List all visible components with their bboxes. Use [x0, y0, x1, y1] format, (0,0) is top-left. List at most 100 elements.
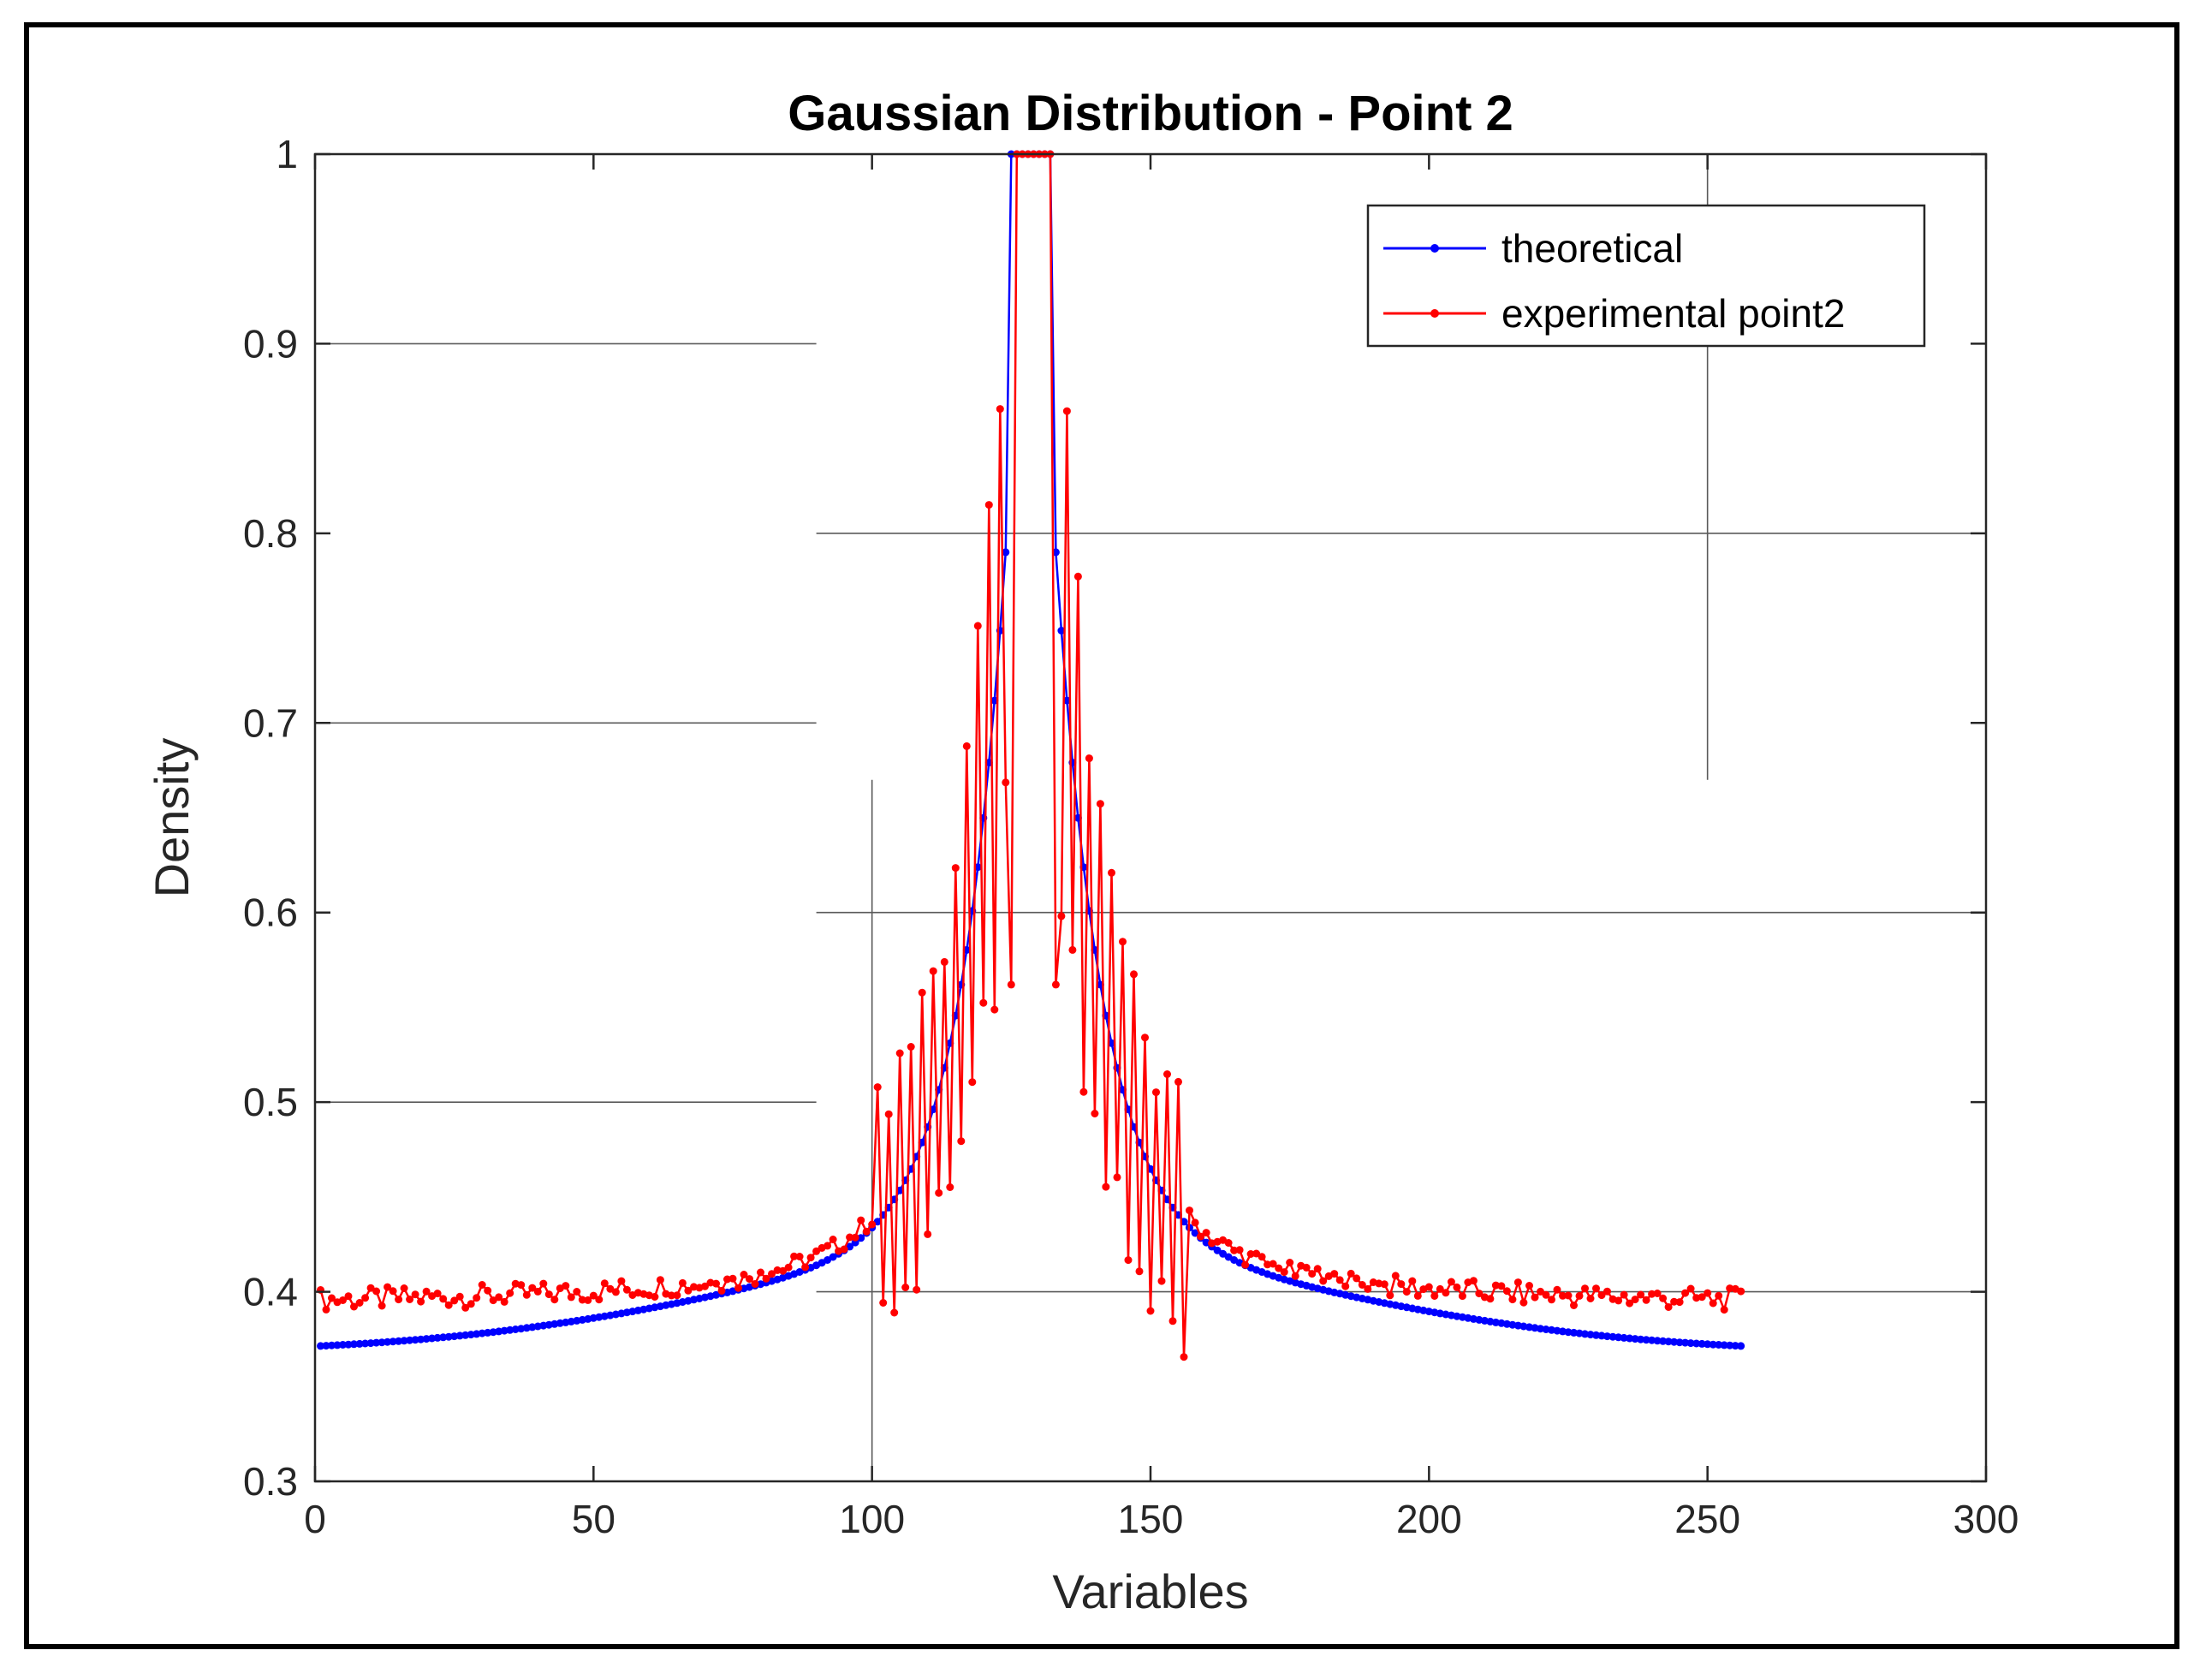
- series-point-1: [946, 1183, 954, 1191]
- series-point-0: [1592, 1331, 1600, 1339]
- series-point-1: [1057, 912, 1066, 920]
- series-point-1: [1670, 1297, 1679, 1306]
- series-point-0: [1519, 1322, 1528, 1331]
- series-point-0: [366, 1339, 375, 1348]
- series-point-1: [1475, 1290, 1484, 1298]
- series-point-0: [344, 1340, 353, 1349]
- series-point-1: [1570, 1302, 1578, 1309]
- series-point-1: [1085, 754, 1093, 763]
- series-point-1: [461, 1303, 470, 1312]
- series-point-1: [768, 1270, 776, 1278]
- series-point-0: [322, 1342, 330, 1350]
- series-point-1: [495, 1293, 503, 1302]
- series-point-1: [1447, 1278, 1455, 1286]
- series-point-1: [1186, 1206, 1193, 1215]
- series-point-1: [389, 1287, 397, 1296]
- series-point-1: [1102, 1183, 1110, 1191]
- series-point-0: [1642, 1336, 1650, 1344]
- series-point-1: [890, 1308, 899, 1317]
- series-point-1: [973, 622, 982, 630]
- series-point-1: [979, 998, 988, 1007]
- series-point-1: [734, 1284, 742, 1292]
- series-point-1: [1681, 1289, 1690, 1297]
- series-point-1: [1704, 1289, 1712, 1297]
- series-point-1: [779, 1266, 788, 1275]
- series-point-1: [1548, 1296, 1555, 1304]
- series-point-1: [790, 1252, 799, 1260]
- series-point-1: [595, 1296, 604, 1304]
- series-point-1: [1241, 1260, 1250, 1269]
- series-point-1: [517, 1281, 526, 1290]
- series-point-1: [901, 1284, 910, 1291]
- series-point-1: [573, 1288, 581, 1296]
- series-point-1: [656, 1276, 664, 1284]
- series-point-1: [1542, 1290, 1550, 1299]
- series-point-1: [567, 1293, 575, 1302]
- y-tick-label: 0.7: [243, 700, 298, 745]
- legend-box: [1366, 204, 1926, 348]
- series-point-1: [1519, 1298, 1528, 1307]
- series-point-1: [996, 405, 1004, 414]
- series-point-1: [1659, 1294, 1668, 1302]
- series-point-1: [395, 1296, 403, 1304]
- series-point-0: [517, 1325, 526, 1333]
- series-point-1: [1486, 1295, 1495, 1303]
- series-point-0: [422, 1335, 431, 1343]
- series-point-1: [1648, 1290, 1656, 1298]
- series-point-1: [924, 1230, 932, 1238]
- series-point-1: [1347, 1269, 1355, 1278]
- series-point-1: [968, 1078, 977, 1087]
- series-point-1: [1308, 1270, 1317, 1278]
- series-point-1: [884, 1110, 893, 1118]
- series-point-1: [940, 957, 948, 966]
- series-point-1: [740, 1271, 748, 1278]
- series-point-1: [1698, 1293, 1706, 1302]
- series-point-1: [935, 1188, 943, 1197]
- series-point-1: [350, 1302, 358, 1311]
- series-point-1: [1302, 1263, 1311, 1272]
- series-point-1: [1664, 1303, 1673, 1311]
- series-point-0: [1637, 1335, 1645, 1343]
- series-point-0: [400, 1337, 408, 1345]
- series-point-0: [1731, 1342, 1739, 1350]
- series-point-1: [1715, 1291, 1723, 1300]
- series-point-1: [806, 1254, 815, 1262]
- series-point-1: [1007, 980, 1015, 989]
- series-point-1: [1386, 1291, 1394, 1300]
- series-point-1: [1620, 1290, 1628, 1299]
- series-point-1: [1230, 1246, 1239, 1254]
- series-point-0: [439, 1333, 448, 1342]
- series-point-1: [444, 1301, 453, 1309]
- series-point-0: [1614, 1333, 1623, 1342]
- y-tick-label: 0.6: [243, 891, 298, 935]
- series-point-1: [673, 1291, 681, 1300]
- series-point-0: [444, 1332, 453, 1341]
- y-tick-label: 1: [276, 132, 298, 176]
- series-point-1: [522, 1290, 531, 1299]
- series-point-1: [1275, 1264, 1283, 1272]
- series-point-0: [333, 1341, 342, 1349]
- series-point-1: [1079, 1087, 1088, 1096]
- series-point-1: [873, 1083, 882, 1092]
- series-point-1: [918, 988, 926, 997]
- series-point-0: [1709, 1340, 1717, 1349]
- series-point-1: [1614, 1296, 1623, 1305]
- series-point-1: [589, 1291, 598, 1300]
- series-point-1: [433, 1290, 442, 1298]
- series-point-1: [1141, 1034, 1149, 1042]
- figure-frame: 0 50 100 150 200 250 300 0.3 0.4 0.5 0.6 0.7 0.8 0.9 1…: [24, 22, 2179, 1649]
- series-point-1: [717, 1286, 726, 1295]
- series-point-1: [1051, 980, 1060, 989]
- series-point-0: [478, 1329, 486, 1337]
- chart-title: Gaussian Distribution - Point 2: [788, 86, 1513, 141]
- series-point-1: [484, 1286, 492, 1295]
- series-point-0: [406, 1336, 414, 1344]
- series-point-1: [1642, 1296, 1650, 1304]
- series-point-1: [339, 1296, 347, 1304]
- series-point-1: [1408, 1277, 1417, 1285]
- series-point-0: [1603, 1332, 1611, 1341]
- series-point-1: [746, 1275, 753, 1284]
- series-point-1: [1380, 1280, 1388, 1289]
- series-point-1: [406, 1296, 414, 1303]
- series-point-1: [868, 1220, 877, 1229]
